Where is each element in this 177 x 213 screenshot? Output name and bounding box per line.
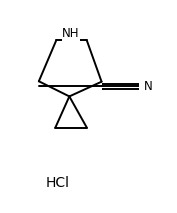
Text: N: N [143, 80, 152, 93]
Text: HCl: HCl [45, 176, 69, 190]
Text: NH: NH [62, 27, 80, 40]
